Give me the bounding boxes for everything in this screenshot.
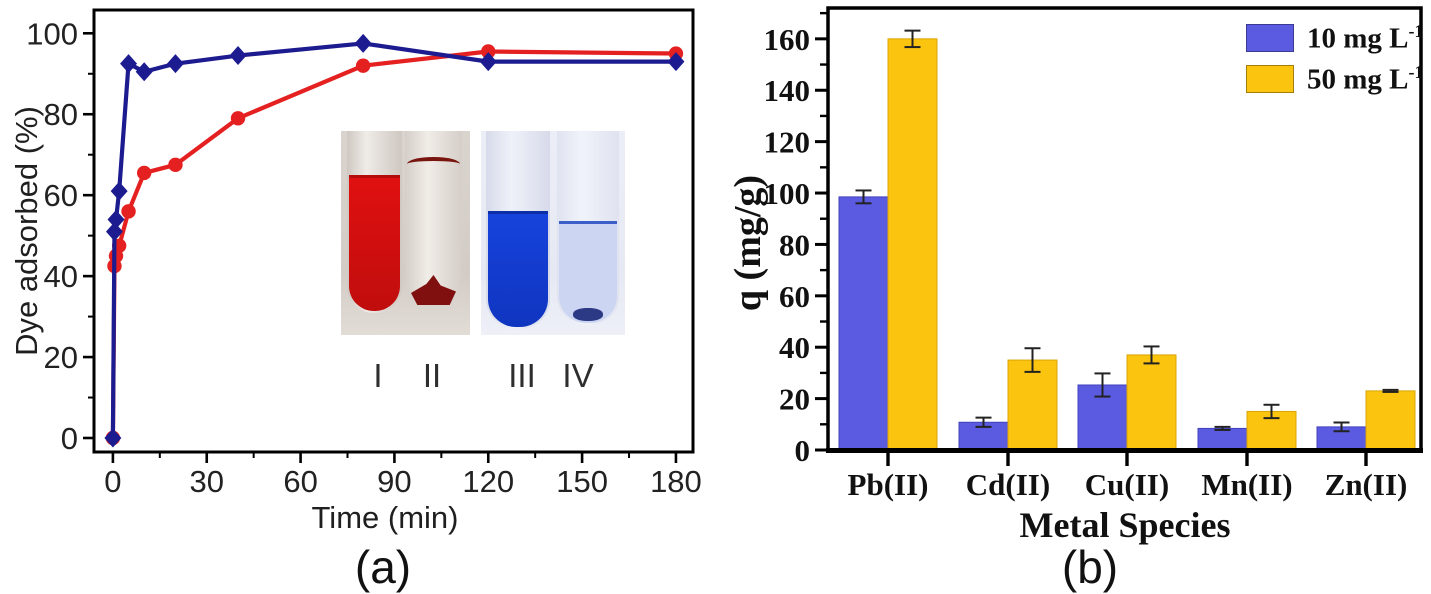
a-y-tick-label: 0 [61, 421, 78, 456]
bar-50 mg L-1-Pb(II) [887, 38, 938, 451]
panel-a: 0 30 60 90 120 150 180 0 20 40 60 80 100 Time (min) … [9, 8, 702, 593]
blue-dye-solution [488, 211, 548, 327]
test-tube-2 [405, 131, 462, 305]
marker-diamond [166, 54, 184, 74]
a-y-ticks [83, 31, 94, 440]
a-y-tick-label: 100 [26, 16, 78, 51]
legend-entry-10mg: 10 mg L-1 [1246, 20, 1424, 55]
a-x-tick-label: 150 [556, 464, 608, 499]
bar-50 mg L-1-Zn(II) [1365, 390, 1416, 451]
bar-50 mg L-1-Cd(II) [1007, 359, 1058, 451]
b-ticks [815, 11, 1368, 466]
b-category-label: Cu(II) [1085, 467, 1169, 502]
marker-circle [168, 157, 183, 173]
a-y-axis-title: Dye adsorbed (%) [9, 106, 44, 356]
b-y-tick-label: 80 [779, 227, 810, 262]
a-y-tick-label: 40 [44, 259, 78, 294]
marker-diamond [135, 62, 153, 82]
bar-50 mg L-1-Cu(II) [1126, 354, 1177, 451]
legend-entry-50mg: 50 mg L-1 [1246, 61, 1424, 96]
b-tick-labels: 0 20 40 60 80 100 120 140 160 Pb(II) Cd(II) Cu(II) M… [764, 22, 1408, 502]
b-y-tick-label: 0 [795, 433, 811, 468]
pale-blue-solution [559, 221, 617, 323]
legend-label-10mg: 10 mg L-1 [1307, 20, 1424, 55]
marker-circle [121, 204, 136, 219]
marker-circle [136, 165, 152, 181]
marker-diamond [105, 222, 123, 242]
marker-diamond [354, 33, 372, 53]
legend: 10 mg L-1 50 mg L-1 [1246, 20, 1424, 106]
b-y-tick-label: 60 [779, 279, 810, 314]
legend-swatch-yellow [1246, 64, 1294, 93]
b-category-label: Pb(II) [848, 467, 929, 502]
a-x-ticks [111, 452, 678, 463]
marker-circle [355, 58, 371, 73]
b-y-axis-title: q (mg/g) [727, 174, 769, 312]
b-x-axis-title: Metal Species [1019, 505, 1231, 545]
legend-label-50mg: 50 mg L-1 [1307, 61, 1424, 96]
b-category-label: Zn(II) [1325, 467, 1408, 502]
a-x-tick-label: 60 [283, 464, 317, 499]
test-tube-4 [557, 131, 619, 325]
b-error-bars [855, 29, 1399, 433]
a-x-tick-label: 0 [104, 464, 121, 499]
a-y-tick-labels: 0 20 40 60 80 100 [26, 16, 78, 456]
a-x-tick-label: 30 [189, 464, 223, 499]
b-y-tick-label: 100 [764, 176, 811, 211]
tube-label-4: IV [562, 357, 594, 394]
a-x-tick-labels: 0 30 60 90 120 150 180 [104, 464, 702, 499]
legend-swatch-blue [1246, 23, 1294, 52]
b-y-tick-label: 140 [764, 73, 811, 108]
bar-chart-metal-uptake: 0 20 40 60 80 100 120 140 160 Pb(II) Cd(II) Cu(II) M… [764, 6, 1423, 502]
marker-diamond [110, 181, 128, 201]
bar-10 mg L-1-Mn(II) [1197, 427, 1248, 451]
tube-label-3: III [508, 357, 536, 394]
photo-red-dye [341, 131, 470, 335]
inset-photo: I II III IV [341, 131, 625, 394]
series-blue-dye-diamonds [104, 33, 685, 448]
marker-circle [230, 111, 246, 126]
a-y-tick-label: 80 [44, 97, 78, 132]
b-y-tick-label: 40 [779, 330, 810, 365]
test-tube-3 [486, 131, 550, 329]
caption-a: (a) [354, 541, 412, 593]
caption-b: (b) [1061, 541, 1119, 593]
marker-diamond [667, 52, 685, 72]
a-x-axis-title: Time (min) [311, 500, 459, 535]
marker-diamond [229, 46, 247, 66]
a-x-tick-label: 120 [462, 464, 514, 499]
marker-diamond [479, 52, 497, 72]
marker-diamond [107, 209, 125, 229]
b-y-tick-label: 160 [764, 22, 811, 57]
b-category-label: Mn(II) [1201, 467, 1292, 502]
line-chart-dye-adsorption: 0 30 60 90 120 150 180 0 20 40 60 80 100 [26, 8, 702, 499]
a-x-tick-label: 180 [650, 464, 702, 499]
tube-label-1: I [373, 357, 383, 394]
a-y-tick-label: 60 [44, 178, 78, 213]
b-bars [838, 38, 1416, 451]
marker-circle [481, 44, 496, 59]
tube-label-2: II [422, 357, 442, 394]
b-y-tick-label: 20 [779, 382, 810, 417]
test-tube-1 [347, 131, 402, 313]
a-y-tick-label: 20 [44, 340, 78, 375]
bar-10 mg L-1-Pb(II) [838, 196, 889, 451]
marker-diamond [104, 428, 122, 448]
photo-blue-dye [481, 131, 625, 335]
red-dye-solution [349, 175, 400, 311]
blue-sediment [573, 308, 603, 321]
marker-diamond [120, 54, 138, 74]
a-x-tick-label: 90 [377, 464, 411, 499]
dye-ring [407, 157, 460, 171]
b-category-label: Cd(II) [966, 467, 1050, 502]
panel-b: 0 20 40 60 80 100 120 140 160 Pb(II) Cd(II) Cu(II) M… [716, 0, 1431, 594]
b-y-tick-label: 120 [764, 125, 811, 160]
